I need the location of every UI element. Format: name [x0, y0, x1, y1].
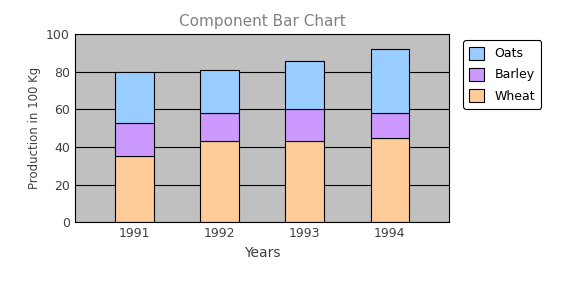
Bar [286, 60, 324, 109]
Bar [370, 138, 409, 222]
Bar [200, 141, 238, 222]
Y-axis label: Production in 100 Kg: Production in 100 Kg [28, 67, 40, 189]
Bar [370, 113, 409, 138]
Bar [115, 123, 154, 156]
Bar [200, 70, 238, 113]
X-axis label: Years: Years [244, 246, 281, 260]
Bar [200, 113, 238, 141]
Bar [115, 156, 154, 222]
Bar [115, 72, 154, 123]
Legend: Oats, Barley, Wheat: Oats, Barley, Wheat [463, 40, 541, 109]
Title: Component Bar Chart: Component Bar Chart [179, 14, 346, 29]
Bar [370, 49, 409, 113]
Bar [286, 141, 324, 222]
Bar [286, 109, 324, 141]
